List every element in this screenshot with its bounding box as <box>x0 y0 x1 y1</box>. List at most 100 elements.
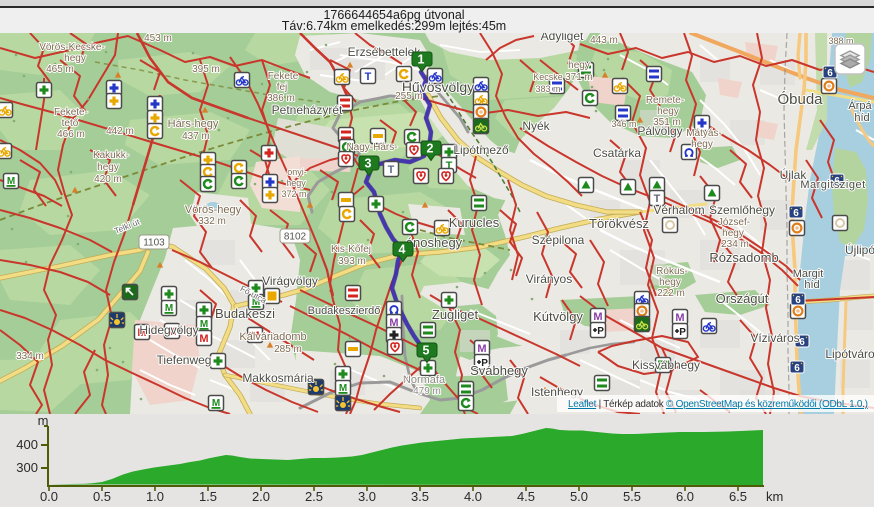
svg-text:Vörös-Kecske-: Vörös-Kecske- <box>39 42 105 53</box>
svg-text:300: 300 <box>16 460 38 475</box>
svg-text:4: 4 <box>399 243 406 257</box>
svg-text:Vérhalom: Vérhalom <box>653 203 704 217</box>
svg-text:Mátyás-: Mátyás- <box>686 128 722 139</box>
svg-text:400: 400 <box>16 437 38 452</box>
svg-text:2.0: 2.0 <box>252 489 270 504</box>
svg-text:P: P <box>481 358 488 369</box>
svg-text:346 m: 346 m <box>611 119 636 129</box>
svg-text:Kissvábhegy: Kissvábhegy <box>632 358 700 372</box>
svg-text:M: M <box>200 319 208 330</box>
svg-text:T: T <box>388 164 395 176</box>
svg-text:Kis-Kőfej: Kis-Kőfej <box>331 244 371 255</box>
svg-text:Remete-: Remete- <box>646 95 684 106</box>
svg-text:Budakeszierdő: Budakeszierdő <box>308 305 381 317</box>
svg-text:Erzsébettelek: Erzsébettelek <box>348 45 422 59</box>
svg-text:T: T <box>446 160 453 172</box>
svg-text:6: 6 <box>794 363 800 374</box>
svg-text:M: M <box>7 176 15 187</box>
svg-text:híd: híd <box>804 279 819 291</box>
svg-text:372 m: 372 m <box>281 189 306 199</box>
svg-text:443 m: 443 m <box>590 35 618 46</box>
svg-text:Kútvölgy: Kútvölgy <box>533 309 583 324</box>
svg-text:6: 6 <box>793 208 799 219</box>
svg-text:6.0: 6.0 <box>676 489 694 504</box>
svg-text:M: M <box>593 311 602 323</box>
svg-text:1: 1 <box>418 53 425 67</box>
svg-text:híd: híd <box>854 112 869 124</box>
svg-text:420 m: 420 m <box>94 174 122 185</box>
svg-text:Rózsadomb: Rózsadomb <box>709 250 778 265</box>
svg-text:479 m: 479 m <box>413 386 441 397</box>
svg-text:Hűvösvölgy: Hűvösvölgy <box>402 79 474 95</box>
svg-text:Fekete: Fekete <box>268 71 299 82</box>
svg-text:5.5: 5.5 <box>623 489 641 504</box>
svg-text:1.0: 1.0 <box>146 489 164 504</box>
svg-text:Nyék: Nyék <box>522 119 550 133</box>
svg-text:hegy: hegy <box>657 106 679 117</box>
svg-text:351 m: 351 m <box>653 117 681 128</box>
svg-text:3.0: 3.0 <box>358 489 376 504</box>
svg-text:Újlak: Újlak <box>780 167 808 182</box>
svg-text:hegy: hegy <box>722 228 744 239</box>
svg-text:Margitsziget: Margitsziget <box>800 179 865 191</box>
svg-text:Leaflet | Térkép adatok © Open: Leaflet | Térkép adatok © OpenStreetMap … <box>568 399 868 410</box>
svg-text:M: M <box>199 333 208 345</box>
svg-text:M: M <box>212 398 220 409</box>
svg-text:466 m: 466 m <box>57 129 85 140</box>
svg-text:fej: fej <box>277 82 288 93</box>
svg-text:Szemlőhegy: Szemlőhegy <box>709 203 775 217</box>
svg-text:453 m: 453 m <box>144 33 172 44</box>
svg-text:T: T <box>654 193 661 205</box>
svg-text:T: T <box>365 71 372 83</box>
svg-text:hegy: hegy <box>97 162 119 173</box>
svg-text:Árpá: Árpá <box>848 99 872 112</box>
svg-text:hegy: hegy <box>691 139 713 150</box>
svg-text:Virányos: Virányos <box>526 272 572 286</box>
svg-text:Kakukk-: Kakukk- <box>93 150 129 161</box>
svg-text:0.5: 0.5 <box>93 489 111 504</box>
svg-text:Tiefenweg: Tiefenweg <box>157 353 212 367</box>
svg-text:Virágvölgy: Virágvölgy <box>262 274 318 288</box>
svg-text:285 m: 285 m <box>274 344 302 355</box>
svg-text:334 m: 334 m <box>16 351 44 362</box>
svg-text:Hárs-hegy: Hárs-hegy <box>168 118 219 130</box>
svg-text:ánoshegy: ánoshegy <box>406 235 463 250</box>
svg-text:0.0: 0.0 <box>40 489 58 504</box>
svg-text:M: M <box>167 326 176 338</box>
svg-text:M: M <box>477 343 486 355</box>
svg-text:Budakeszi: Budakeszi <box>215 306 275 321</box>
svg-text:Vörös-hegy: Vörös-hegy <box>185 204 242 216</box>
svg-text:Lipótmező: Lipótmező <box>453 143 509 157</box>
svg-text:393 m: 393 m <box>338 256 366 267</box>
svg-text:234 m: 234 m <box>721 239 749 250</box>
svg-text:5.0: 5.0 <box>570 489 588 504</box>
svg-text:Pálvölgy: Pálvölgy <box>637 124 682 138</box>
svg-text:437 m: 437 m <box>182 131 210 142</box>
svg-text:M: M <box>165 303 173 314</box>
svg-text:Adyliget: Adyliget <box>541 33 584 43</box>
svg-text:M: M <box>252 297 260 308</box>
svg-text:József-: József- <box>718 217 750 228</box>
svg-text:Svábhegy: Svábhegy <box>470 363 528 378</box>
svg-text:6.5: 6.5 <box>729 489 747 504</box>
svg-text:m: m <box>38 414 49 428</box>
svg-text:Nagy-Hárs-: Nagy-Hárs- <box>346 142 397 153</box>
svg-text:2.5: 2.5 <box>305 489 323 504</box>
svg-text:2: 2 <box>427 142 434 156</box>
svg-text:383 m: 383 m <box>535 84 560 94</box>
svg-text:hegy: hegy <box>568 60 590 71</box>
svg-text:4.0: 4.0 <box>464 489 482 504</box>
svg-text:tető: tető <box>62 118 79 129</box>
svg-text:Hidegvölgy: Hidegvölgy <box>139 323 198 337</box>
svg-text:Szépilona: Szépilona <box>532 233 585 247</box>
svg-text:Kálváriadomb: Kálváriadomb <box>239 331 306 343</box>
svg-text:1.5: 1.5 <box>199 489 217 504</box>
svg-text:Makkosmária: Makkosmária <box>242 371 314 385</box>
svg-text:Kecske: Kecske <box>533 72 563 82</box>
svg-text:442 m: 442 m <box>106 126 134 137</box>
svg-text:222 m: 222 m <box>657 288 685 299</box>
svg-text:Normafa: Normafa <box>403 374 446 386</box>
svg-text:Petneházyrét: Petneházyrét <box>272 103 343 117</box>
svg-text:Törökvész: Törökvész <box>589 216 649 231</box>
svg-text:M: M <box>389 317 398 329</box>
